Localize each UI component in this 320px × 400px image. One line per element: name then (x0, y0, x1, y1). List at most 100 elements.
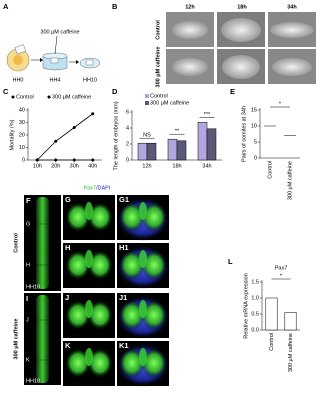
panel-label: E (230, 87, 235, 96)
legend-swatch (145, 94, 149, 98)
bar (284, 312, 297, 331)
section-marker: H (26, 262, 30, 268)
y-tick-label: 5 (254, 139, 257, 145)
stain-label: /DAPI (96, 185, 111, 191)
pax7-signal (87, 202, 113, 232)
y-tick-label: 0.5 (251, 311, 259, 317)
section-marker: G (26, 221, 30, 227)
explant (50, 57, 59, 64)
neural-tube (85, 300, 93, 318)
panel-label: C (3, 87, 9, 96)
neural-tube (36, 295, 49, 383)
row-label: 300 μM caffeine (13, 319, 19, 360)
section-marker: K (26, 357, 30, 363)
neural-tube (85, 202, 93, 220)
y-tick-label: 0.0 (251, 327, 259, 333)
x-tick-label: 30h (70, 163, 79, 169)
pax7-signal (87, 250, 113, 280)
y-tick-label: 1.0 (251, 295, 259, 301)
stage-label: HH10 (26, 284, 40, 290)
y-tick-label: 10 (19, 145, 25, 151)
pax7-signal (119, 202, 145, 232)
embryo (172, 21, 208, 39)
line-series (36, 113, 93, 161)
y-axis-label: Pairs of somites at 34h (241, 106, 247, 162)
significance-label: * (280, 273, 283, 279)
pax7-signal (65, 300, 91, 330)
stage-label: HH10 (83, 77, 97, 83)
panel-label: D (112, 87, 118, 96)
panel-label: K (65, 341, 71, 350)
row-label: Control (155, 20, 161, 40)
marker (53, 158, 58, 162)
neural-tube (85, 348, 93, 366)
embryo-photos (166, 12, 316, 84)
marker (90, 158, 95, 162)
pax7-signal (87, 348, 113, 378)
bar (146, 142, 157, 161)
panel-label: K1 (119, 341, 129, 350)
column-header: 18h (237, 4, 247, 10)
explant (85, 59, 94, 66)
pointer (54, 35, 58, 55)
y-tick-label: 6 (126, 109, 129, 115)
stage-label: HH4 (49, 77, 60, 83)
x-tick-label: 34h (202, 163, 211, 169)
neural-tube (85, 250, 93, 268)
y-tick-label: 0 (22, 157, 25, 163)
panel-label: H (65, 243, 70, 252)
row-label: Control (13, 233, 19, 253)
panel-label: B (112, 2, 118, 11)
neural-tube (139, 202, 147, 220)
y-tick-label: 0 (254, 155, 257, 161)
bar (206, 128, 217, 161)
y-tick-label: 1.5 (251, 279, 259, 285)
marker (72, 126, 76, 129)
significance-label: * (279, 101, 282, 107)
pax7-signal (141, 250, 167, 280)
x-tick-label: 300 μM caffeine (288, 333, 294, 372)
significance-label: NS (143, 133, 151, 139)
marker (91, 112, 95, 116)
pax7-signal (141, 348, 167, 378)
significance-label: *** (204, 112, 211, 118)
neural-tube (36, 197, 49, 289)
pax7-signal (65, 348, 91, 378)
bar (167, 138, 178, 161)
neural-tube (139, 348, 147, 366)
panel-label: J (65, 293, 69, 302)
panel-a: A 300 μM caffeine HH0 HH4 HH10 (3, 2, 101, 83)
stage-label: HH10 (26, 378, 40, 384)
embryo-window (14, 44, 26, 55)
pax7-signal (65, 250, 91, 280)
embryo (272, 58, 312, 76)
marker (35, 158, 39, 162)
legend-label: 300 μM caffeine (52, 94, 91, 100)
stain-label: Pax7 (83, 185, 96, 191)
y-axis-label: The length of embryos (mm) (113, 101, 119, 170)
y-tick-label: 2 (126, 141, 129, 147)
legend-swatch (145, 101, 149, 105)
panel-label: I (26, 294, 28, 303)
column-header: 34h (287, 4, 297, 10)
y-axis-label: Relative mRNA expression (243, 273, 249, 338)
row-label: 300 μM caffeine (155, 47, 161, 88)
panel-label: J1 (119, 293, 127, 302)
panel-label: F (26, 196, 31, 205)
y-tick-label: 15 (251, 107, 257, 113)
panel-label: G1 (119, 195, 129, 204)
pax7-signal (65, 202, 91, 232)
x-tick-label: 20h (51, 163, 60, 169)
section-marker: J (26, 317, 29, 323)
y-tick-label: 20 (19, 132, 25, 138)
x-tick-label: Control (269, 333, 275, 351)
yolk (13, 55, 23, 65)
legend-marker (47, 95, 51, 99)
legend-marker (11, 95, 15, 99)
y-tick-label: 30 (19, 120, 25, 126)
bar (265, 297, 278, 331)
panel-f-k: Pax7 /DAPI Control 300 μM caffeine G H J… (13, 185, 170, 387)
chart-title: Pax7 (275, 265, 288, 271)
